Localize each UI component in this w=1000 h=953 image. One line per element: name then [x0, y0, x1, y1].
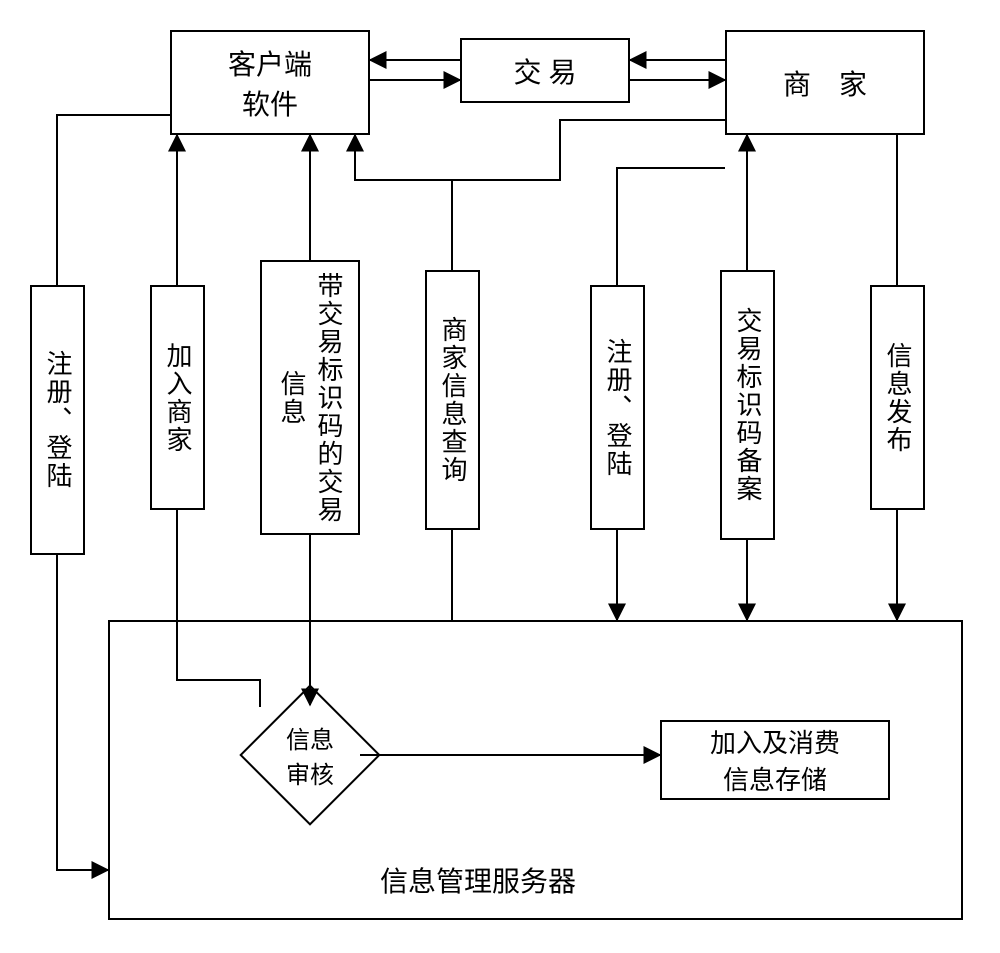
- node-client: 客户端软件: [170, 30, 370, 135]
- edge-merch-to-client: [452, 120, 725, 180]
- edge-v0-down: [57, 555, 108, 870]
- server-title: 信息管理服务器: [380, 860, 576, 900]
- vlabel-register-login-client: 注册、登陆: [30, 285, 85, 555]
- vlabel-info-publish: 信息发布: [870, 285, 925, 510]
- vlabel-merchant-info-query: 商家信息查询: [425, 270, 480, 530]
- vlabel-join-merchant: 加入商家: [150, 285, 205, 510]
- vlabel-trade-code-record: 交易标识码备案: [720, 270, 775, 540]
- node-storage: 加入及消费信息存储: [660, 720, 890, 800]
- node-trade-label: 交 易: [513, 51, 576, 91]
- node-merchant-label: 商 家: [783, 63, 867, 103]
- edge-v3-up: [355, 135, 452, 270]
- node-storage-label: 加入及消费信息存储: [710, 723, 840, 797]
- node-trade: 交 易: [460, 38, 630, 103]
- edge-v4-up: [617, 168, 725, 285]
- vlabel-register-login-merchant: 注册、登陆: [590, 285, 645, 530]
- edge-v0-up: [57, 115, 170, 285]
- node-merchant: 商 家: [725, 30, 925, 135]
- vlabel-trade-info-with-code: 带交易标识码的交易信息: [260, 260, 360, 535]
- node-client-label: 客户端软件: [228, 43, 312, 123]
